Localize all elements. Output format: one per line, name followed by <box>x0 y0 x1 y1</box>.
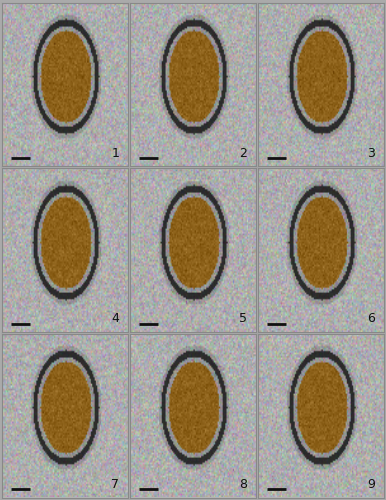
Text: 4: 4 <box>112 312 119 326</box>
Text: 8: 8 <box>239 478 247 491</box>
Text: 1: 1 <box>112 146 119 160</box>
Text: 6: 6 <box>367 312 375 326</box>
Text: 2: 2 <box>239 146 247 160</box>
Text: 3: 3 <box>367 146 375 160</box>
Text: 7: 7 <box>112 478 119 491</box>
Text: 9: 9 <box>367 478 375 491</box>
Text: 5: 5 <box>239 312 247 326</box>
